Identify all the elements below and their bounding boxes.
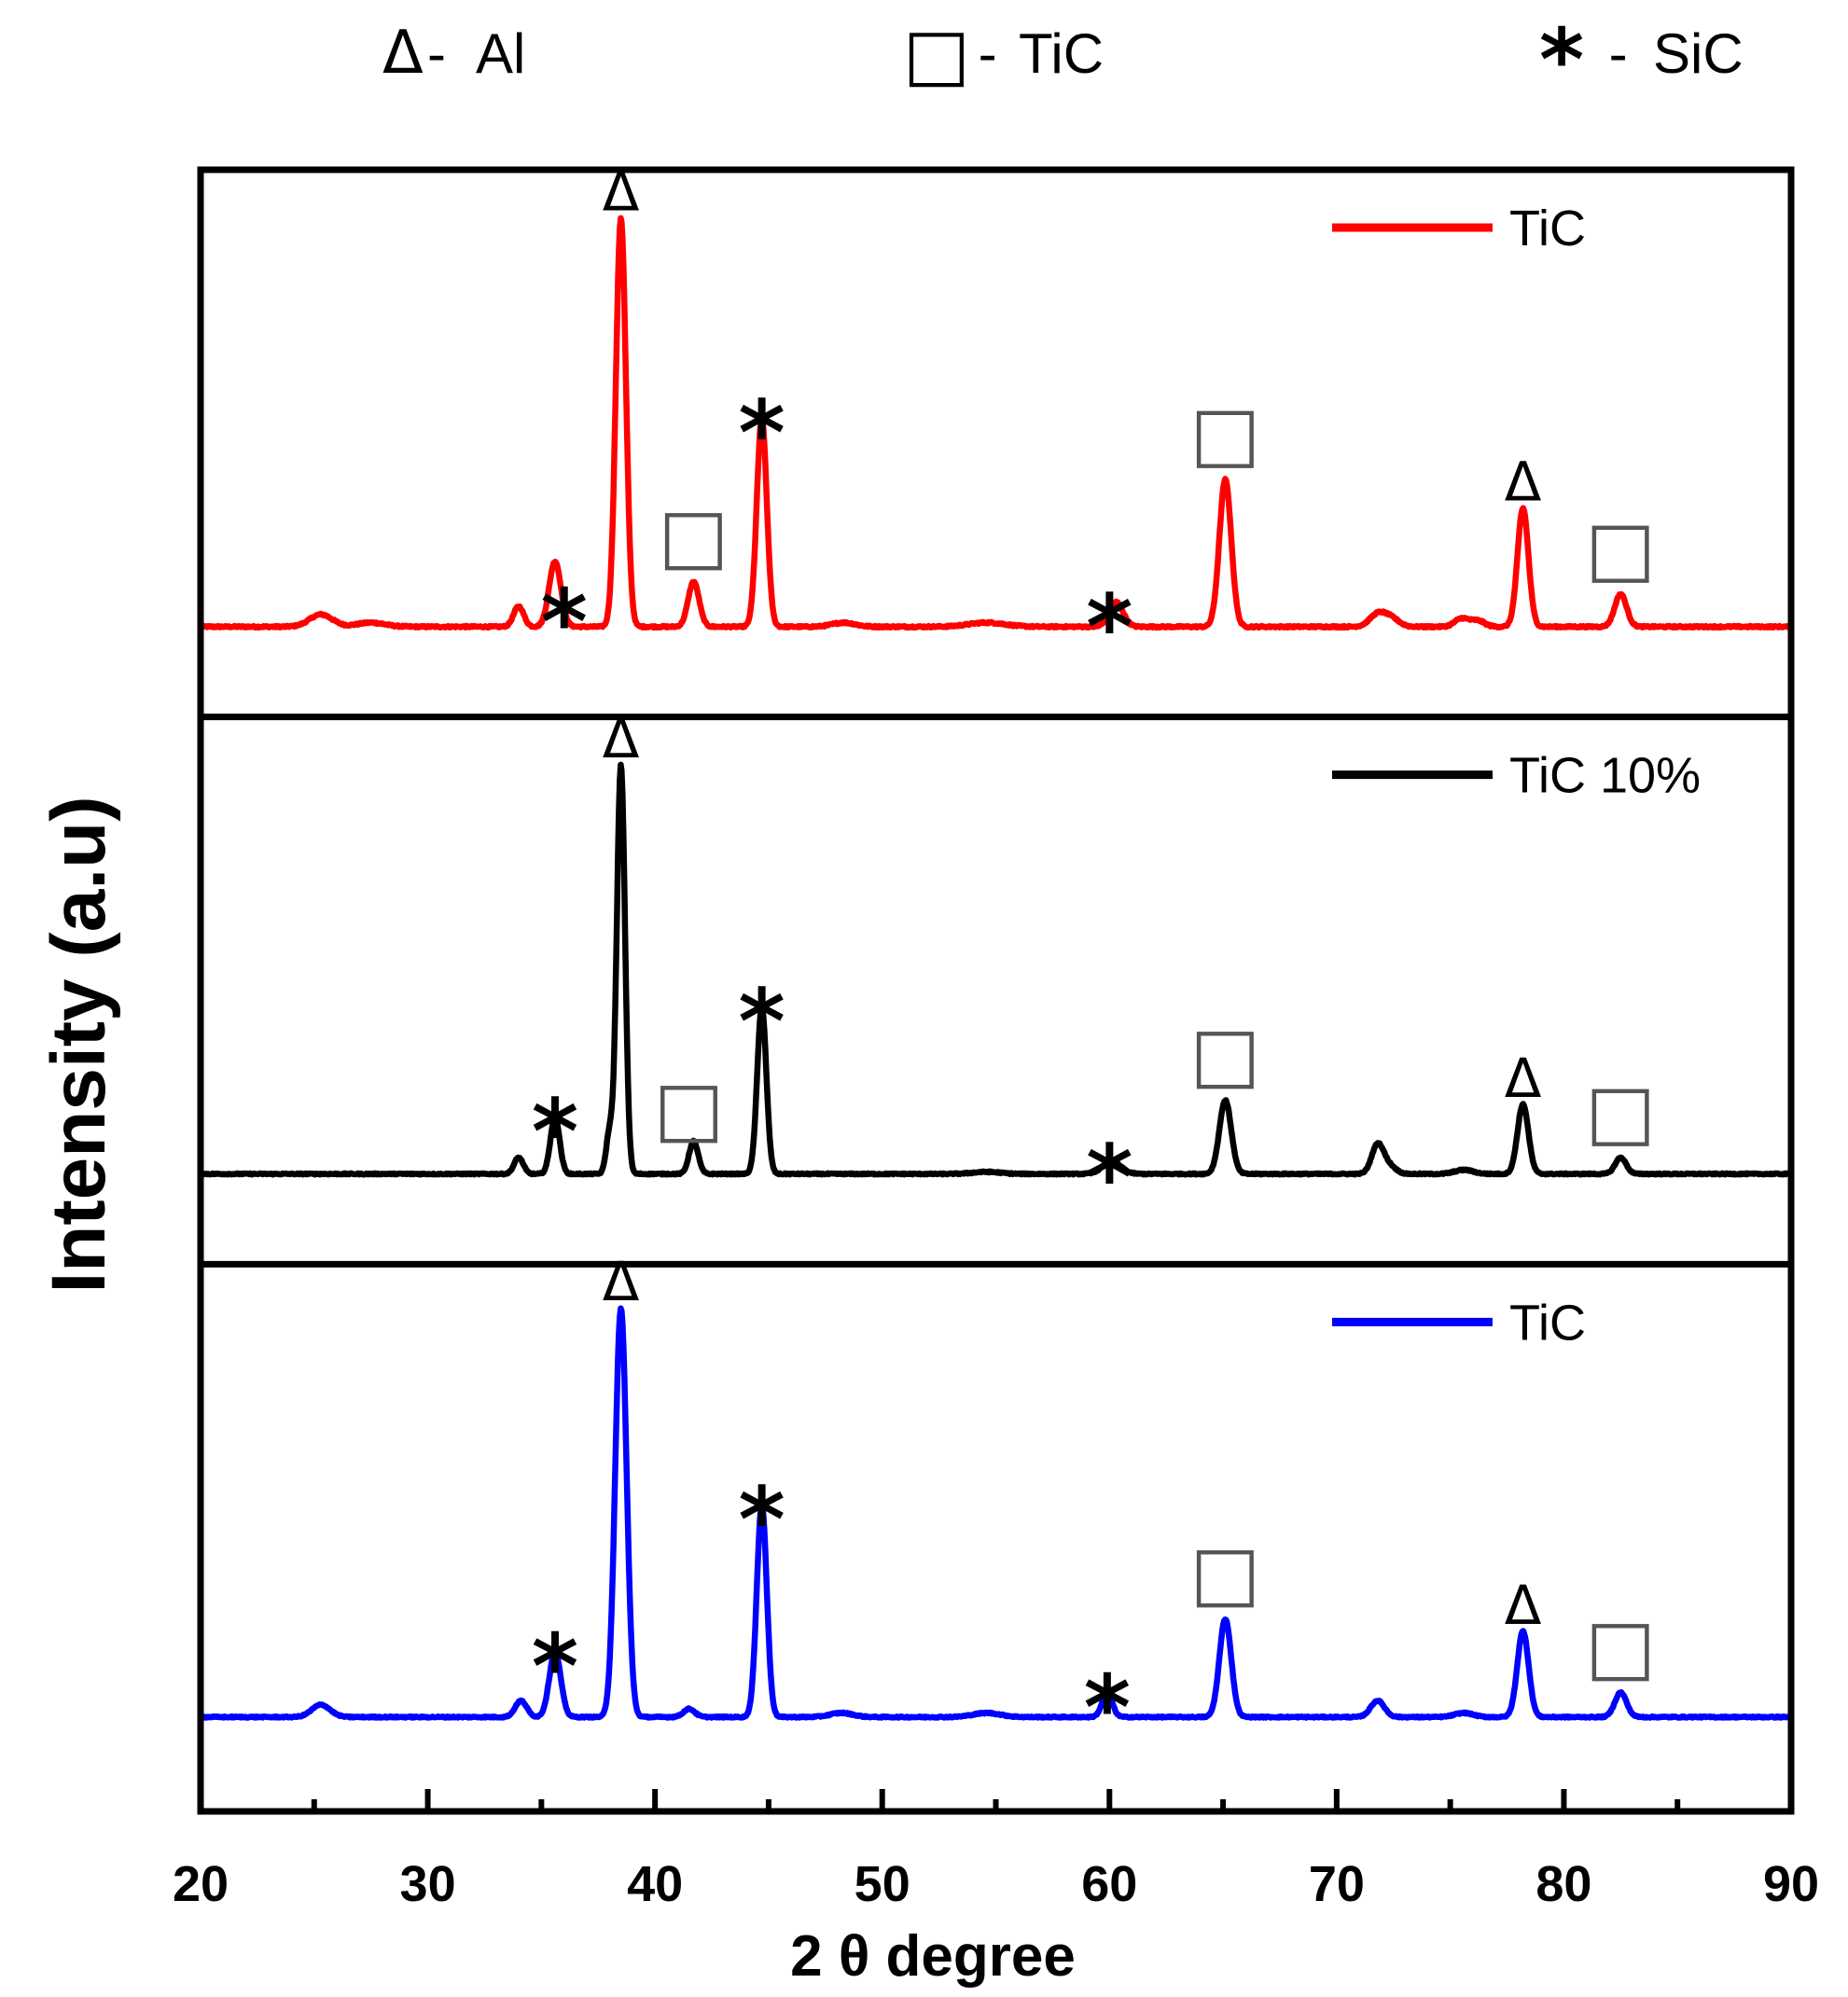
x-tick-label: 20 bbox=[173, 1856, 229, 1912]
x-tick-label: 40 bbox=[627, 1856, 683, 1912]
series-line-tic-3 bbox=[199, 1305, 1793, 1721]
tic-key-label: TiC bbox=[1019, 22, 1104, 85]
x-tick-label: 70 bbox=[1309, 1856, 1365, 1912]
x-tick-label: 50 bbox=[855, 1856, 910, 1912]
peak-marker-asterisk-icon: * bbox=[1084, 1657, 1131, 1761]
peak-marker-asterisk-icon: * bbox=[541, 570, 588, 674]
legend-label: TiC 10% bbox=[1509, 748, 1701, 804]
legend-tic-10-2: TiC 10% bbox=[1332, 748, 1701, 804]
al-key-label: Al bbox=[476, 22, 525, 85]
panel-1-tic: Δ*□**□Δ□TiC bbox=[199, 159, 1793, 680]
x-tick-label: 80 bbox=[1535, 1856, 1591, 1912]
al-key-separator: - bbox=[427, 22, 462, 85]
peak-marker-triangle-icon: Δ bbox=[603, 707, 640, 770]
peak-marker-square-icon: □ bbox=[1190, 1011, 1261, 1098]
peak-marker-square-icon: □ bbox=[1586, 1068, 1657, 1155]
legend-tic-3: TiC bbox=[1332, 1295, 1586, 1351]
legend-label: TiC bbox=[1509, 1295, 1586, 1351]
peak-marker-square-icon: □ bbox=[1586, 1603, 1657, 1690]
y-axis-label: Intensity (a.u) bbox=[36, 796, 121, 1293]
panel-2-tic-10: Δ* □**□ Δ □TiC 10% bbox=[199, 707, 1793, 1230]
sic-key-separator: - bbox=[1593, 22, 1643, 85]
peak-marker-triangle-icon: Δ bbox=[1505, 1574, 1542, 1637]
peak-marker-asterisk-icon: * bbox=[738, 381, 785, 486]
peak-marker-asterisk-icon: * bbox=[738, 970, 785, 1075]
peak-marker-square-icon: □ bbox=[1586, 505, 1657, 591]
series-line-tic-10-2 bbox=[199, 761, 1793, 1178]
legend-label: TiC bbox=[1509, 201, 1586, 257]
x-axis-label: 2 θ degree bbox=[790, 1924, 1076, 1989]
x-tick-label: 30 bbox=[400, 1856, 456, 1912]
panel-3-tic: Δ * * * □ Δ □ TiC bbox=[199, 1250, 1793, 1761]
tic-key-separator: - bbox=[963, 22, 1012, 85]
peak-marker-asterisk-icon: * bbox=[532, 1616, 578, 1720]
peak-marker-triangle-icon: Δ bbox=[1505, 451, 1542, 514]
tic-key-square-icon: □ bbox=[903, 12, 970, 95]
sic-key-asterisk-icon: * bbox=[1539, 10, 1584, 110]
peak-marker-square-icon: □ bbox=[654, 1064, 725, 1151]
peak-marker-asterisk-icon: * bbox=[738, 1468, 785, 1573]
peak-marker-square-icon: □ bbox=[1190, 390, 1261, 477]
key-item-sic: * - SiC bbox=[1539, 10, 1744, 110]
x-tick-label: 90 bbox=[1763, 1856, 1819, 1912]
legend-tic-1: TiC bbox=[1332, 201, 1586, 257]
peak-marker-triangle-icon: Δ bbox=[603, 1250, 640, 1313]
al-key-triangle-icon: Δ bbox=[382, 19, 424, 88]
key-item-tic: □ - TiC bbox=[903, 12, 1104, 95]
phase-key-legend: Δ - Al □ - TiC * - SiC bbox=[382, 10, 1744, 110]
peak-marker-asterisk-icon: * bbox=[1086, 1126, 1132, 1230]
peak-marker-triangle-icon: Δ bbox=[1505, 1047, 1542, 1110]
peak-marker-asterisk-icon: * bbox=[532, 1080, 578, 1185]
peak-marker-square-icon: □ bbox=[659, 492, 729, 579]
x-tick-label: 60 bbox=[1081, 1856, 1137, 1912]
peak-marker-asterisk-icon: * bbox=[1086, 576, 1132, 680]
x-axis: 20 30 40 50 60 70 80 90 bbox=[173, 1789, 1819, 1912]
sic-key-label: SiC bbox=[1653, 22, 1744, 85]
series-line-tic-1 bbox=[199, 215, 1793, 631]
peak-marker-square-icon: □ bbox=[1190, 1530, 1261, 1616]
key-item-al: Δ - Al bbox=[382, 19, 525, 88]
